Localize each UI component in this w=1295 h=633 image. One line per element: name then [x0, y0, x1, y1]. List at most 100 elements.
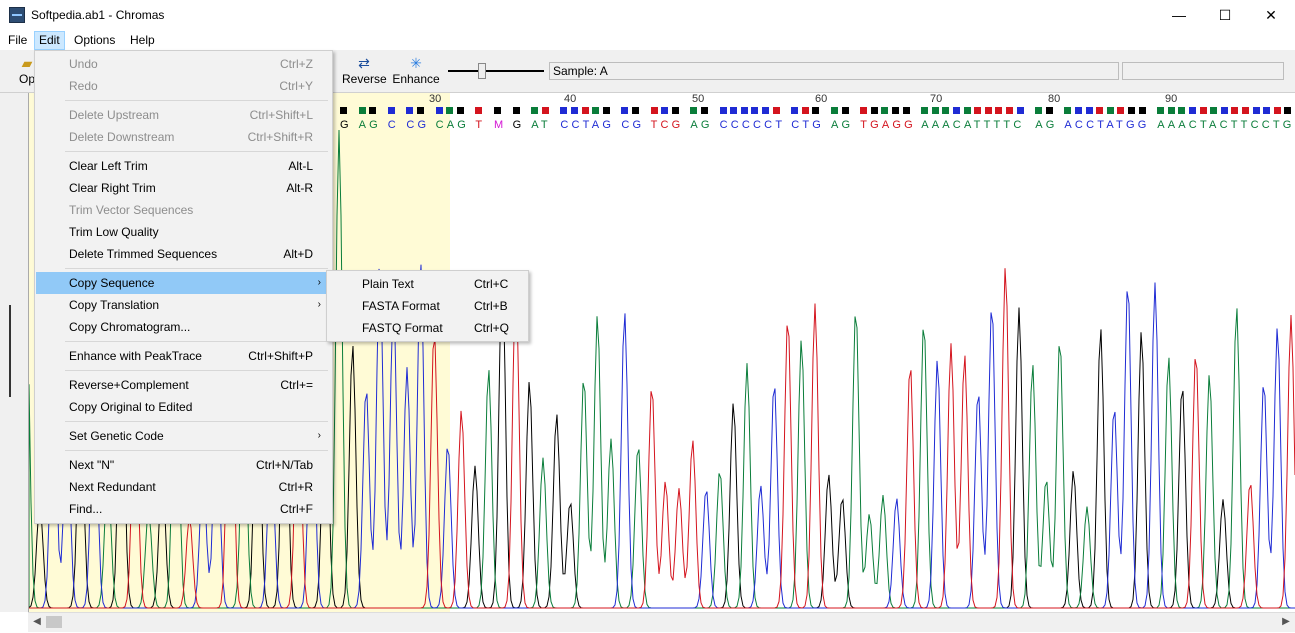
menu-item-label: Find... — [69, 502, 103, 516]
base-call[interactable]: TGAGG — [860, 119, 916, 131]
vertical-scale-slider[interactable] — [9, 305, 17, 397]
menu-item-label: Trim Vector Sequences — [69, 203, 194, 217]
quality-box — [387, 107, 395, 114]
base-call[interactable]: TCG — [650, 119, 684, 131]
menu-item-copy-original-to-edited[interactable]: Copy Original to Edited — [36, 396, 331, 418]
quality-box — [730, 107, 738, 114]
scroll-right-icon[interactable]: ▶ — [1282, 616, 1290, 627]
slider-thumb[interactable] — [478, 63, 486, 79]
base-call[interactable]: CG — [621, 119, 645, 131]
base-call[interactable]: AG — [358, 119, 381, 131]
quality-box — [406, 107, 414, 114]
menu-item-label: Delete Downstream — [69, 130, 175, 144]
maximize-button[interactable]: ☐ — [1218, 7, 1232, 23]
quality-box — [1210, 107, 1218, 114]
menu-item-next-redundant[interactable]: Next Redundant Ctrl+R — [36, 476, 331, 498]
menu-item-copy-chromatogram[interactable]: Copy Chromatogram... — [36, 316, 331, 338]
base-call[interactable]: G — [340, 119, 352, 131]
folder-icon: ▰ — [21, 55, 33, 71]
base-call[interactable]: AT — [531, 119, 551, 131]
quality-box — [812, 107, 820, 114]
minimize-button[interactable]: — — [1172, 7, 1186, 23]
base-call[interactable]: ACCTATGG — [1064, 119, 1150, 131]
base-call[interactable]: AAACATTTTC — [921, 119, 1025, 131]
quality-box — [974, 107, 982, 114]
menu-item-undo: Undo Ctrl+Z — [36, 53, 331, 75]
base-call[interactable]: CAG — [435, 119, 470, 131]
close-button[interactable]: ✕ — [1265, 7, 1277, 23]
menu-item-label: Undo — [69, 57, 98, 71]
quality-box — [690, 107, 698, 114]
menu-item-find[interactable]: Find... Ctrl+F — [36, 498, 331, 520]
horizontal-scrollbar[interactable]: ◀ ▶ — [28, 612, 1295, 632]
base-call[interactable]: AG — [1035, 119, 1058, 131]
quality-box — [435, 107, 443, 114]
menu-item-redo: Redo Ctrl+Y — [36, 75, 331, 97]
quality-box — [602, 107, 610, 114]
menu-item-enhance-with-peaktrace[interactable]: Enhance with PeakTrace Ctrl+Shift+P — [36, 345, 331, 367]
quality-box — [1263, 107, 1271, 114]
zoom-slider[interactable] — [446, 61, 546, 81]
menu-item-reverse-complement[interactable]: Reverse+Complement Ctrl+= — [36, 374, 331, 396]
reverse-icon: ⇄ — [358, 55, 370, 71]
submenu-arrow-icon: › — [317, 430, 321, 441]
menu-item-shortcut: Alt+D — [283, 247, 313, 261]
submenu-item-plain-text[interactable]: Plain Text Ctrl+C — [328, 273, 527, 295]
base-call[interactable]: CTG — [791, 119, 825, 131]
trace-plot — [29, 129, 1295, 609]
quality-box — [751, 107, 759, 114]
menu-help[interactable]: Help — [130, 33, 155, 47]
base-call[interactable]: CCCCCT — [719, 119, 786, 131]
base-call[interactable]: AG — [690, 119, 713, 131]
base-call[interactable]: AAACTACTTCCTG — [1157, 119, 1295, 131]
scroll-left-icon[interactable]: ◀ — [33, 616, 41, 627]
menu-item-delete-downstream: Delete Downstream Ctrl+Shift+R — [36, 126, 331, 148]
enhance-button[interactable]: ✳ Enhance — [391, 54, 441, 90]
base-call[interactable]: G — [512, 119, 525, 131]
base-call[interactable]: C — [387, 119, 399, 131]
quality-box — [621, 107, 629, 114]
menu-item-label: Copy Chromatogram... — [69, 320, 191, 334]
menu-item-delete-trimmed-sequences[interactable]: Delete Trimmed Sequences Alt+D — [36, 243, 331, 265]
base-call[interactable]: CCTAG — [560, 119, 615, 131]
window-title: Softpedia.ab1 - Chromas — [31, 8, 165, 22]
quality-box — [719, 107, 727, 114]
reverse-button[interactable]: ⇄ Reverse — [342, 54, 387, 90]
menu-options[interactable]: Options — [74, 33, 116, 47]
base-call[interactable]: T — [475, 119, 486, 131]
open-button[interactable]: ▰ Op — [14, 54, 40, 90]
menu-item-trim-low-quality[interactable]: Trim Low Quality — [36, 221, 331, 243]
menu-item-shortcut: Alt-R — [286, 181, 313, 195]
menu-item-next-n[interactable]: Next "N" Ctrl+N/Tab — [36, 454, 331, 476]
menu-separator — [65, 341, 328, 342]
base-call[interactable]: AG — [831, 119, 854, 131]
quality-box — [1085, 107, 1093, 114]
menu-item-clear-left-trim[interactable]: Clear Left Trim Alt-L — [36, 155, 331, 177]
menu-file[interactable]: File — [8, 33, 28, 47]
menu-item-set-genetic-code[interactable]: Set Genetic Code › — [36, 425, 331, 447]
menu-item-copy-sequence[interactable]: Copy Sequence › — [36, 272, 331, 294]
quality-box — [963, 107, 971, 114]
quality-box — [456, 107, 464, 114]
menu-edit[interactable]: Edit — [34, 31, 65, 50]
quality-box — [831, 107, 838, 114]
menu-item-shortcut: Ctrl+Y — [279, 79, 313, 93]
quality-box — [661, 107, 669, 114]
quality-box — [701, 107, 708, 114]
quality-box — [581, 107, 589, 114]
submenu-item-label: FASTQ Format — [362, 321, 443, 335]
quality-box — [1006, 107, 1013, 114]
quality-box — [841, 107, 849, 114]
menu-item-copy-translation[interactable]: Copy Translation › — [36, 294, 331, 316]
menu-item-shortcut: Ctrl+= — [280, 378, 313, 392]
quality-box — [1096, 107, 1104, 114]
submenu-item-fasta-format[interactable]: FASTA Format Ctrl+B — [328, 295, 527, 317]
base-call[interactable]: M — [494, 119, 507, 131]
copy-sequence-submenu: Plain Text Ctrl+C FASTA Format Ctrl+B FASTQ … — [326, 270, 529, 342]
trace-line — [29, 268, 1295, 609]
submenu-item-fastq-format[interactable]: FASTQ Format Ctrl+Q — [328, 317, 527, 339]
quality-box — [984, 107, 992, 114]
menu-item-clear-right-trim[interactable]: Clear Right Trim Alt-R — [36, 177, 331, 199]
scroll-thumb[interactable] — [46, 616, 62, 628]
base-call[interactable]: CG — [406, 119, 430, 131]
